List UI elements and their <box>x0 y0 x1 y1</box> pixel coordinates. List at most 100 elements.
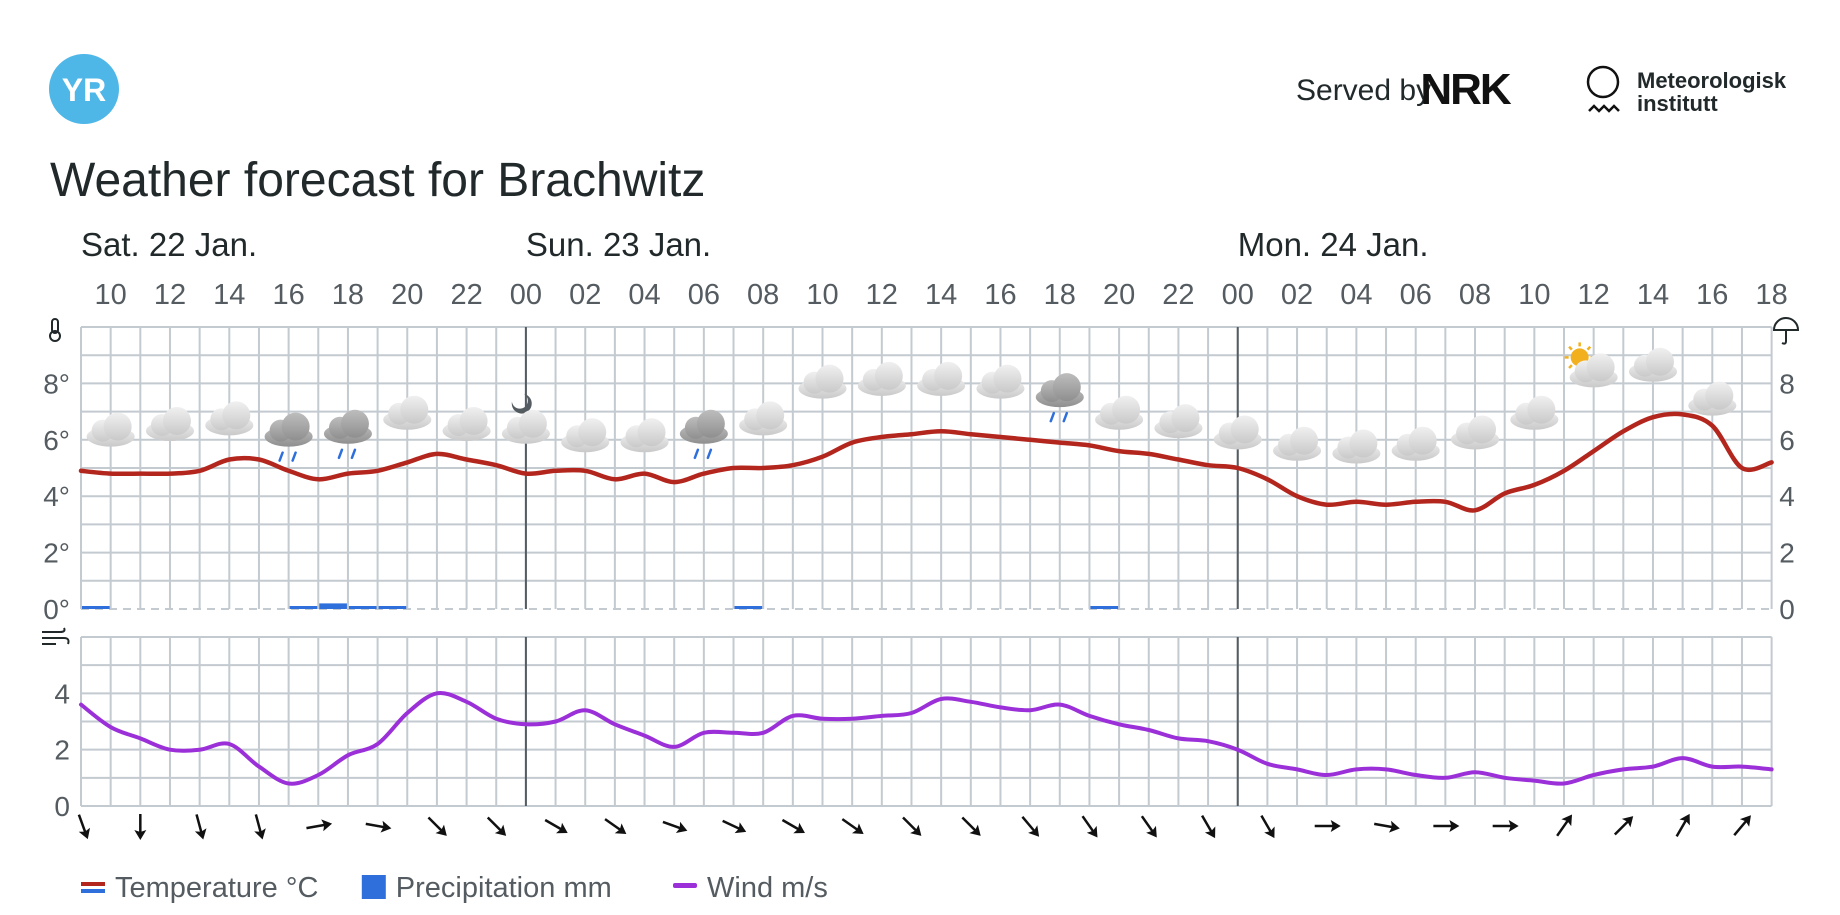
wind-arrow-head <box>1028 825 1040 837</box>
cloud-part <box>1290 426 1319 455</box>
cloud-icon <box>1510 395 1559 430</box>
precipitation-bar <box>378 606 407 609</box>
temperature-y-tick: 8° <box>43 368 70 399</box>
partly-sunny-icon <box>1564 342 1618 388</box>
legend-item-precipitation: Precipitation mm <box>361 872 612 904</box>
wind-arrow-icon <box>662 820 688 834</box>
hour-tick-label: 08 <box>747 279 779 311</box>
wind-arrow-icon <box>1374 820 1400 833</box>
wind-arrow-shaft <box>1675 818 1688 838</box>
wind-arrow-icon <box>1314 820 1341 832</box>
wind-arrow-icon <box>1675 813 1690 838</box>
cloud-part <box>637 418 666 447</box>
hour-tick-label: 12 <box>154 279 186 311</box>
hour-tick-label: 08 <box>1459 279 1491 311</box>
hour-tick-label: 04 <box>628 279 660 311</box>
hour-tick-label: 16 <box>272 279 304 311</box>
wind-arrow-shaft <box>961 816 978 833</box>
moon-part <box>511 393 532 414</box>
wind-arrow-icon <box>254 814 266 840</box>
wind-arrow-icon <box>1492 820 1519 832</box>
wind-arrow-head <box>851 823 864 835</box>
legend: Temperature °C Precipitation mm Wind m/s <box>81 872 828 904</box>
temperature-grid <box>80 326 1773 610</box>
wind-arrow-head <box>78 827 91 840</box>
nrk-logo[interactable]: NRK <box>1420 65 1514 114</box>
wind-arrow-head <box>134 830 147 840</box>
cloud-icon <box>86 412 135 447</box>
hour-tick-label: 18 <box>332 279 364 311</box>
wind-arrow-head <box>1388 820 1400 833</box>
cloud-icon <box>1095 395 1144 430</box>
temperature-line <box>78 411 1774 513</box>
hour-tick-label: 18 <box>1044 279 1076 311</box>
cloud-icon <box>145 406 194 441</box>
cloud-part <box>1527 395 1556 424</box>
wind-y-tick: 4 <box>54 678 70 709</box>
wind-arrow-shaft <box>1140 815 1155 834</box>
cloud-icon <box>1332 429 1381 464</box>
hour-tick-label: 16 <box>984 279 1016 311</box>
hour-tick-label: 20 <box>391 279 423 311</box>
precipitation-y-tick: 2 <box>1779 538 1795 569</box>
hour-tick-label: 16 <box>1696 279 1728 311</box>
wind-arrow-icon <box>1556 814 1573 837</box>
hour-tick-label: 06 <box>688 279 720 311</box>
cloud-part <box>1408 426 1437 455</box>
cloud-part <box>103 412 132 441</box>
hour-tick-label: 02 <box>1281 279 1313 311</box>
legend-item-temperature: Temperature °C <box>81 872 318 904</box>
hour-tick-label: 04 <box>1340 279 1372 311</box>
wind-arrow-shaft <box>1556 818 1570 837</box>
hour-tick-label: 10 <box>1518 279 1550 311</box>
cloud-icon <box>739 401 788 436</box>
cloud-icon <box>1451 415 1500 450</box>
cloud-part <box>1645 347 1674 376</box>
cloud-part <box>815 364 844 393</box>
wind-arrow-head <box>254 828 266 840</box>
cloud-part <box>1171 404 1200 433</box>
wind-arrow-icon <box>1200 814 1216 839</box>
precipitation-y-tick: 8 <box>1779 368 1795 399</box>
wind-arrow-shaft <box>77 814 87 834</box>
hour-tick-label: 18 <box>1755 279 1787 311</box>
wind-arrow-shaft <box>781 818 801 832</box>
wind-arrow-icon <box>902 816 922 836</box>
cloud-part <box>162 406 191 435</box>
thermometer-icon <box>49 318 61 342</box>
wind-arrow-icon <box>961 816 981 836</box>
cloud-icon <box>1628 347 1677 382</box>
precipitation-y-axis: 0 2 4 6 8 <box>1779 368 1795 625</box>
cloud-part <box>1349 429 1378 458</box>
cloud-icon <box>1391 426 1440 461</box>
cloud-part <box>1586 353 1615 382</box>
hour-tick-label: 00 <box>510 279 542 311</box>
page-title: Weather forecast for Brachwitz <box>50 154 705 207</box>
cloud-part <box>222 401 251 430</box>
rain-drop <box>693 448 700 460</box>
temperature-y-tick: 6° <box>43 425 70 456</box>
wind-arrow-head <box>556 822 568 834</box>
precipitation-bar <box>1090 606 1119 609</box>
rain-drop <box>278 451 284 462</box>
cloud-part <box>934 361 963 390</box>
met-institute-logo[interactable]: Meteorologisk institutt <box>1586 65 1787 116</box>
wind-y-axis: 0 2 4 <box>54 678 70 822</box>
yr-logo[interactable]: YR <box>49 54 119 124</box>
wind-arrow-icon <box>1613 816 1634 836</box>
umbrella-icon <box>1772 317 1800 345</box>
rain-cloud-icon <box>323 409 372 460</box>
cloud-icon <box>857 361 906 396</box>
temperature-y-axis: 0° 2° 4° 6° 8° <box>43 368 70 625</box>
cloud-part <box>756 401 785 430</box>
wind-arrow-shaft <box>486 816 503 833</box>
hour-tick-label: 14 <box>1637 279 1669 311</box>
hour-tick-labels: 10 12 14 16 18 20 22 00 02 04 06 08 10 12 14 16 18 20 22 00… <box>95 279 1788 311</box>
legend-swatch-precipitation <box>361 875 386 899</box>
precipitation-y-tick: 4 <box>1779 481 1795 512</box>
cloud-icon <box>798 364 847 399</box>
hour-tick-label: 14 <box>925 279 957 311</box>
wind-arrow-icon <box>1433 820 1460 832</box>
weather-icons <box>86 342 1737 464</box>
